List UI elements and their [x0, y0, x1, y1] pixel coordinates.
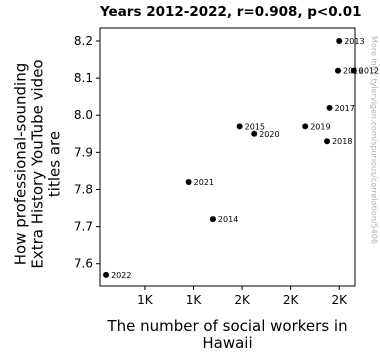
- data-point-label: 2022: [111, 271, 131, 280]
- y-tick-label: 7.9: [74, 145, 93, 159]
- data-point: [209, 216, 216, 223]
- y-tick-label: 8.1: [74, 71, 93, 85]
- x-tick-label: 2K: [283, 293, 300, 307]
- y-tick-label: 7.8: [74, 182, 93, 196]
- data-point: [236, 123, 243, 130]
- data-point-label: 2019: [310, 122, 330, 131]
- plot-frame: [99, 27, 356, 287]
- x-tick-label: 2K: [234, 293, 251, 307]
- data-point: [103, 271, 110, 278]
- data-point-label: 2020: [259, 130, 279, 139]
- data-point-label: 2017: [335, 104, 355, 113]
- x-axis-label: The number of social workers in Hawaii: [107, 317, 348, 352]
- y-tick-label: 7.6: [74, 257, 93, 271]
- data-point: [302, 123, 309, 130]
- data-point-label: 2013: [344, 37, 364, 46]
- data-point-label: 2018: [332, 137, 352, 146]
- data-point: [350, 67, 357, 74]
- data-point-label: 2012: [359, 67, 379, 76]
- data-point: [324, 138, 331, 145]
- data-point-label: 2016: [343, 67, 363, 76]
- data-point-label: 2021: [194, 178, 214, 187]
- data-point: [185, 179, 192, 186]
- data-point-label: 2014: [218, 215, 238, 224]
- data-point: [336, 37, 343, 44]
- data-point-label: 2015: [245, 122, 265, 131]
- chart-title: Years 2012-2022, r=0.908, p<0.01: [100, 4, 362, 20]
- data-point: [335, 67, 341, 74]
- y-tick-label: 7.7: [74, 220, 93, 234]
- x-tick-label: 1K: [186, 293, 203, 307]
- x-tick-label: 1K: [137, 293, 154, 307]
- x-tick-label: 2K: [331, 293, 348, 307]
- y-tick-label: 8.0: [74, 108, 93, 122]
- y-tick-label: 8.2: [74, 34, 93, 48]
- data-point: [326, 104, 333, 111]
- data-point: [251, 130, 258, 137]
